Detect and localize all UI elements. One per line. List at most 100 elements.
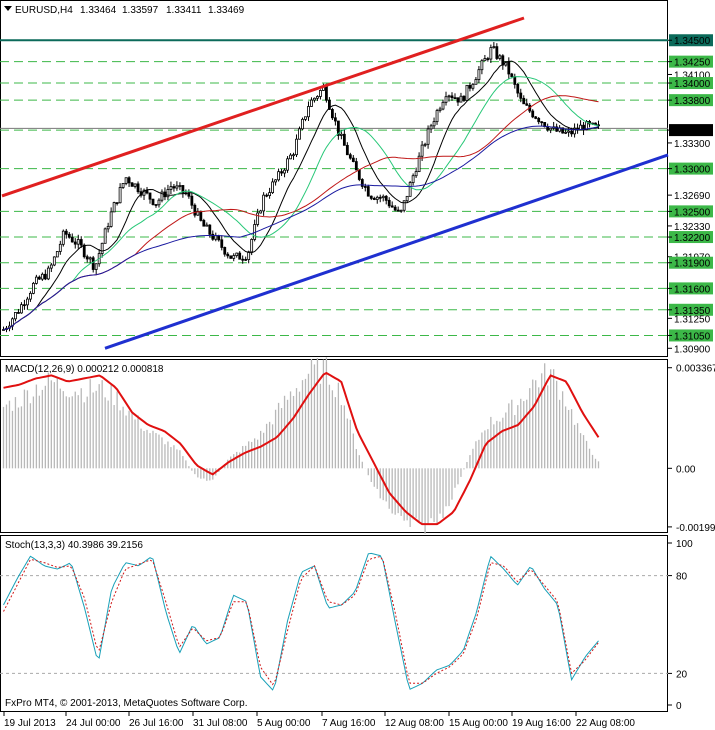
candle-body — [564, 131, 568, 134]
candle-body — [495, 46, 499, 59]
candle-body — [14, 312, 17, 320]
candle-body — [507, 61, 511, 75]
candle-body — [453, 97, 457, 100]
candle-body — [85, 256, 89, 260]
candle-body — [79, 239, 83, 246]
candle-body — [154, 204, 158, 206]
candle-body — [202, 220, 206, 227]
candle-body — [342, 133, 346, 146]
candle-body — [34, 276, 38, 284]
price-tick-label: 1.32500 — [674, 207, 711, 218]
time-tick-label: 26 Jul 16:00 — [129, 718, 184, 729]
candle-body — [516, 83, 520, 94]
symbol-label: EURUSD,H4 — [15, 5, 73, 16]
candle-body — [55, 251, 59, 258]
candle-body — [238, 252, 242, 260]
candle-body — [40, 273, 44, 280]
price-level-box — [669, 205, 713, 218]
candle-body — [411, 175, 415, 184]
candle-body — [486, 58, 490, 60]
candle-body — [330, 109, 334, 119]
candle-body — [405, 195, 409, 202]
candle-body — [345, 144, 349, 156]
candle-body — [208, 224, 212, 235]
candle-body — [94, 263, 98, 270]
candle-body — [450, 95, 454, 99]
candle-body — [43, 273, 47, 280]
candle-body — [157, 199, 161, 206]
price-tick-label: 1.34100 — [674, 70, 711, 81]
candle-body — [226, 253, 230, 257]
candle-body — [133, 183, 137, 187]
candle-body — [357, 169, 361, 180]
candle-body — [148, 192, 152, 200]
candle-body — [262, 194, 266, 212]
copyright-text: FxPro MT4, © 2001-2013, MetaQuotes Softw… — [5, 698, 247, 709]
price-tick-label: 1.32690 — [674, 191, 711, 202]
candle-body — [333, 117, 337, 122]
price-tick-label: 1.32330 — [674, 222, 711, 233]
candle-body — [313, 97, 316, 101]
candle-body — [70, 236, 74, 243]
candle-body — [363, 186, 367, 188]
candle-body — [447, 95, 451, 98]
candle-body — [310, 99, 313, 107]
macd-signal-line — [3, 371, 600, 526]
close-value: 1.33469 — [208, 5, 245, 16]
candle-body — [265, 194, 269, 197]
candle-body — [414, 171, 418, 177]
candle-body — [441, 101, 445, 110]
price-tick-label: 1.34250 — [674, 58, 711, 69]
candle-body — [328, 99, 331, 110]
candle-body — [244, 258, 248, 261]
candle-body — [250, 239, 254, 253]
candle-body — [214, 235, 218, 240]
price-level-box — [669, 303, 713, 316]
candle-body — [537, 118, 541, 123]
stoch-tick-label: 0 — [676, 701, 682, 712]
candle-body — [351, 157, 355, 162]
collapse-arrow-icon[interactable] — [4, 6, 12, 11]
stoch-label: Stoch(13,3,3) 40.3986 39.2156 — [5, 540, 143, 551]
price-tick-label: 1.33800 — [674, 96, 711, 107]
candle-body — [223, 247, 227, 255]
candle-body — [121, 183, 125, 188]
stoch-tick-label: 20 — [676, 669, 688, 680]
candle-body — [435, 110, 439, 123]
candle-body — [522, 97, 526, 105]
candle-body — [37, 276, 41, 280]
candle-body — [366, 186, 370, 197]
candle-body — [67, 233, 71, 238]
price-tick-label: 1.34500 — [674, 36, 711, 47]
candle-body — [118, 187, 122, 204]
candle-body — [513, 76, 517, 85]
candle-body — [220, 239, 224, 248]
macd-panel-frame — [0, 359, 668, 533]
time-tick-label: 19 Jul 2013 — [4, 718, 56, 729]
candle-body — [229, 255, 233, 259]
candle-body — [561, 127, 565, 134]
candle-body — [438, 108, 442, 112]
ma-green-line — [3, 76, 599, 331]
candle-body — [465, 84, 469, 101]
candle-body — [268, 192, 272, 196]
candle-body — [477, 69, 481, 80]
candle-body — [375, 196, 379, 200]
candle-body — [271, 181, 274, 193]
time-tick-label: 31 Jul 08:00 — [193, 718, 248, 729]
candle-body — [64, 230, 68, 235]
low-value: 1.33411 — [166, 5, 202, 16]
candle-body — [151, 198, 155, 205]
candle-body — [277, 171, 280, 181]
price-level-box — [669, 77, 713, 90]
price-tick-label: 1.31600 — [674, 284, 711, 295]
candle-body — [471, 83, 475, 89]
candle-body — [325, 85, 328, 101]
candle-body — [283, 169, 286, 174]
candle-body — [492, 46, 496, 49]
price-tick-label: 1.34000 — [674, 79, 711, 90]
trendline-lower — [104, 153, 669, 350]
high-value: 1.33597 — [122, 5, 159, 16]
candle-body — [23, 304, 26, 307]
